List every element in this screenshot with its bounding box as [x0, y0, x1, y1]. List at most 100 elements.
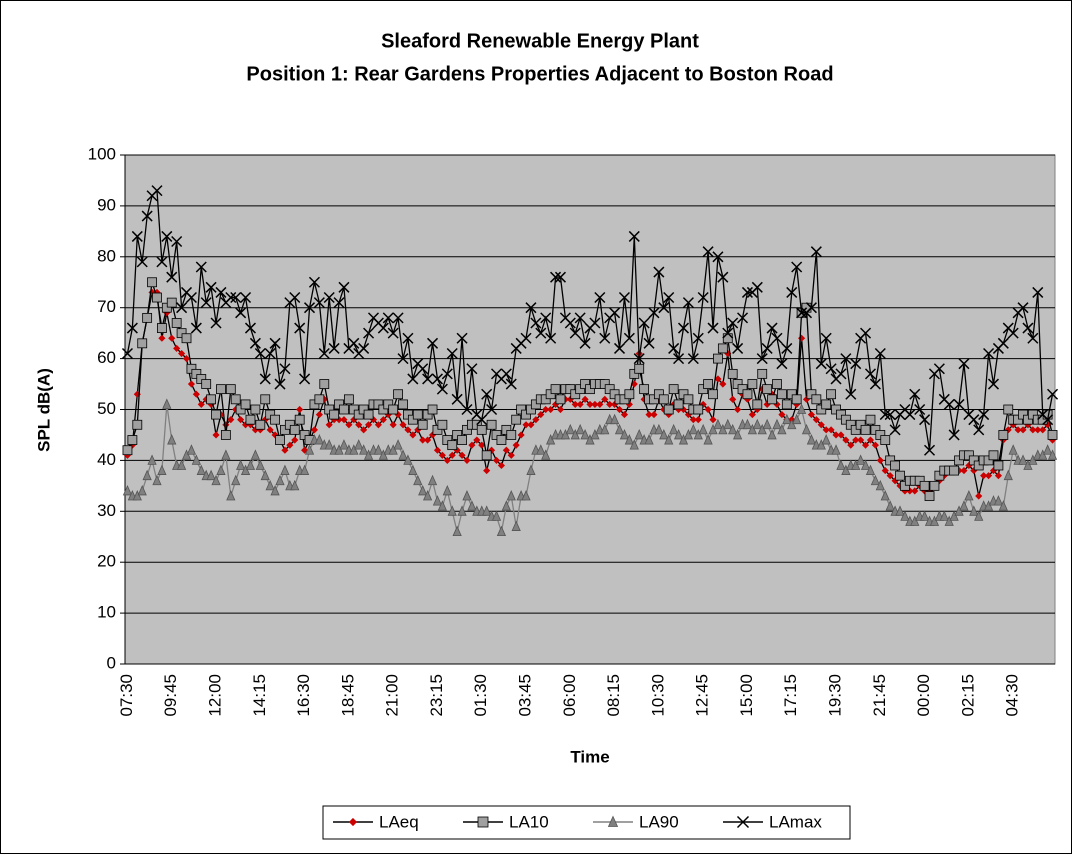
data-point	[210, 317, 222, 329]
data-point	[171, 318, 182, 328]
data-point	[388, 444, 398, 455]
data-point	[580, 379, 590, 389]
data-point	[958, 358, 970, 370]
y-tick-label: 100	[88, 144, 116, 163]
data-point	[742, 389, 753, 400]
data-point	[614, 423, 625, 435]
data-point	[462, 424, 472, 435]
data-point	[516, 404, 527, 415]
data-point	[382, 312, 394, 324]
data-point	[924, 491, 935, 501]
data-point	[537, 411, 545, 419]
data-point	[600, 423, 610, 435]
data-point	[886, 472, 894, 480]
data-point	[354, 439, 364, 450]
data-point	[126, 322, 138, 334]
data-point	[476, 414, 488, 426]
data-point	[1017, 302, 1029, 314]
data-point	[236, 459, 246, 470]
data-point	[270, 414, 280, 425]
data-point	[178, 349, 186, 358]
data-point	[315, 411, 323, 419]
data-point	[550, 384, 561, 395]
data-point	[722, 333, 733, 344]
data-point	[624, 434, 634, 445]
data-point	[861, 441, 870, 449]
x-tick-label: 19:30	[826, 674, 845, 717]
data-point	[781, 342, 793, 354]
data-point	[885, 455, 896, 466]
data-point	[220, 430, 231, 440]
data-point	[1007, 327, 1019, 339]
data-point	[856, 454, 866, 465]
data-point	[349, 444, 359, 455]
data-point	[373, 399, 384, 410]
data-point	[540, 394, 551, 405]
data-point	[355, 421, 363, 429]
data-point	[683, 428, 694, 440]
data-point	[348, 404, 359, 415]
data-point	[501, 424, 512, 435]
data-point	[431, 373, 443, 385]
data-point	[697, 291, 709, 304]
data-point	[392, 312, 404, 324]
data-point	[360, 426, 368, 434]
data-point	[526, 464, 536, 475]
data-point	[634, 363, 645, 374]
data-point	[378, 449, 388, 460]
data-point	[1028, 454, 1038, 465]
data-point	[507, 451, 515, 459]
data-point	[473, 436, 481, 444]
data-point	[363, 327, 375, 339]
data-point	[590, 428, 600, 440]
data-point	[137, 484, 147, 496]
data-point	[407, 414, 418, 425]
data-point	[334, 399, 344, 410]
data-point	[669, 423, 679, 435]
data-point	[663, 404, 674, 415]
data-point	[693, 428, 703, 440]
data-point	[762, 384, 773, 395]
x-tick-label: 15:00	[737, 674, 756, 717]
data-point	[269, 337, 281, 349]
data-point	[817, 421, 825, 429]
data-point	[826, 389, 837, 400]
data-point	[526, 404, 536, 415]
data-point	[255, 419, 266, 430]
data-point	[211, 474, 221, 486]
data-point	[525, 302, 537, 314]
data-point	[378, 404, 389, 415]
x-tick-label: 12:00	[206, 674, 225, 717]
data-point	[512, 441, 520, 449]
data-point	[866, 436, 875, 444]
legend-label: LA10	[509, 812, 549, 831]
data-point	[230, 394, 241, 405]
data-point	[286, 441, 294, 449]
data-point	[166, 297, 177, 308]
data-point	[1013, 414, 1023, 425]
data-point	[176, 459, 187, 470]
data-point	[919, 510, 930, 521]
data-point	[339, 439, 349, 450]
data-point	[432, 495, 443, 506]
data-point	[1004, 426, 1012, 434]
data-point	[983, 455, 994, 466]
data-point	[496, 525, 507, 537]
data-point	[542, 405, 550, 414]
y-tick-label: 0	[107, 653, 116, 672]
data-point	[944, 515, 954, 526]
data-point	[423, 490, 433, 501]
data-point	[270, 484, 280, 496]
data-point	[570, 389, 581, 400]
data-point	[708, 389, 718, 400]
x-tick-label: 12:45	[693, 674, 712, 717]
data-point	[645, 411, 653, 419]
data-point	[692, 332, 704, 344]
series-markers	[121, 185, 1059, 456]
data-point	[565, 384, 576, 395]
data-point	[757, 423, 767, 435]
data-point	[389, 421, 397, 429]
data-point	[688, 423, 698, 435]
data-point	[1003, 469, 1013, 481]
